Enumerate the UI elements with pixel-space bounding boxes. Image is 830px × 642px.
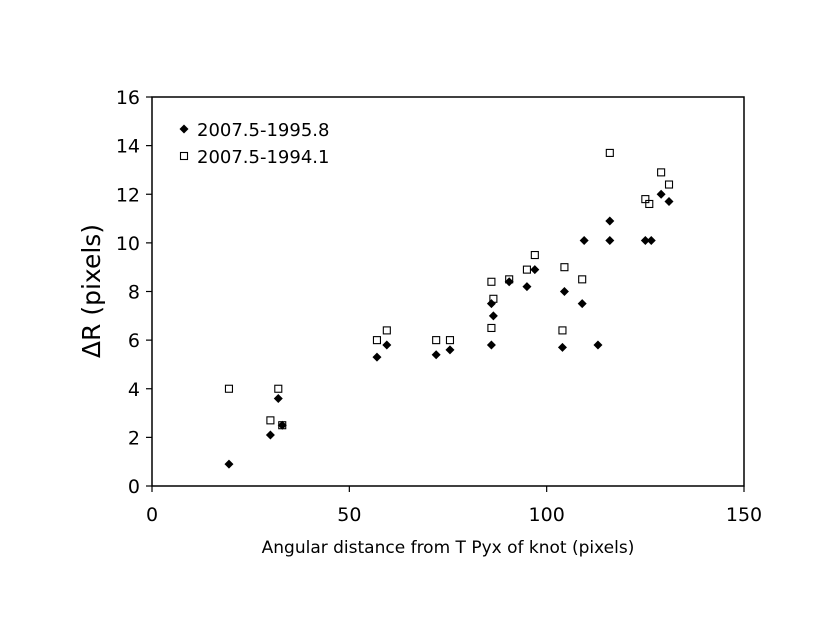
legend-label-series-1: 2007.5-1995.8 [197,120,329,141]
data-point-diamond [579,235,589,245]
y-tick-label: 8 [128,282,140,304]
legend-diamond-shape [179,124,189,134]
data-point-diamond [530,265,540,275]
x-tick-label: 0 [146,504,158,526]
legend: 2007.5-1995.8 2007.5-1994.1 [179,120,329,168]
data-point-diamond [593,340,603,350]
data-point-diamond [605,235,615,245]
data-point-square [432,336,441,345]
data-point-square [664,180,674,189]
data-point-diamond [664,197,674,207]
data-point-square [487,277,496,286]
x-axis: 0 50 100 150 [146,486,762,526]
data-point-diamond [646,235,656,245]
data-point-diamond [504,277,514,287]
y-tick-label: 0 [128,476,140,498]
data-points [224,148,674,469]
x-tick-label: 150 [726,504,762,526]
x-tick-label: 100 [529,504,565,526]
data-point-diamond [224,459,234,469]
data-point-square [522,265,531,274]
data-point-square [487,323,496,333]
legend-marker-diamond [179,124,189,134]
legend-square-shape [179,151,189,161]
data-point-square [558,326,567,335]
data-point-diamond [445,345,455,355]
x-axis-title: Angular distance from T Pyx of knot (pix… [262,538,635,558]
y-axis-title: ΔR (pixels) [77,224,106,358]
y-tick-label: 16 [116,87,140,109]
data-point-diamond [577,299,587,309]
data-point-square [657,168,666,177]
data-point-square [560,263,569,272]
data-point-diamond [557,342,567,352]
data-point-square [645,199,654,209]
y-tick-label: 10 [116,233,140,255]
data-point-diamond [431,350,441,360]
data-point-diamond [382,340,392,350]
data-point-diamond [486,299,496,309]
data-point-diamond [277,420,287,430]
data-point-diamond [486,340,496,350]
data-point-square [578,275,587,284]
data-point-diamond [559,287,569,296]
data-point-diamond [488,311,498,321]
data-point-square [382,326,391,335]
y-tick-label: 12 [116,184,140,206]
legend-label-series-2: 2007.5-1994.1 [197,147,329,168]
data-point-square [445,336,455,345]
data-point-diamond [372,352,382,362]
data-point-diamond [522,282,532,292]
legend-marker-square [179,151,189,161]
data-point-square [266,416,275,425]
y-tick-label: 2 [128,427,140,449]
data-point-diamond [605,216,615,226]
x-tick-label: 50 [337,504,361,526]
data-point-diamond [656,189,666,199]
y-axis: 0 2 4 6 8 10 12 14 16 [116,87,152,498]
data-point-diamond [640,235,650,245]
data-point-square [274,384,283,393]
data-point-square [224,384,234,393]
data-point-square [372,336,382,345]
data-point-square [530,250,539,260]
y-tick-label: 14 [116,136,140,158]
data-point-diamond [273,393,283,403]
data-point-square [605,148,614,157]
y-tick-label: 4 [128,379,140,401]
y-tick-label: 6 [128,330,140,352]
data-point-diamond [265,430,275,440]
